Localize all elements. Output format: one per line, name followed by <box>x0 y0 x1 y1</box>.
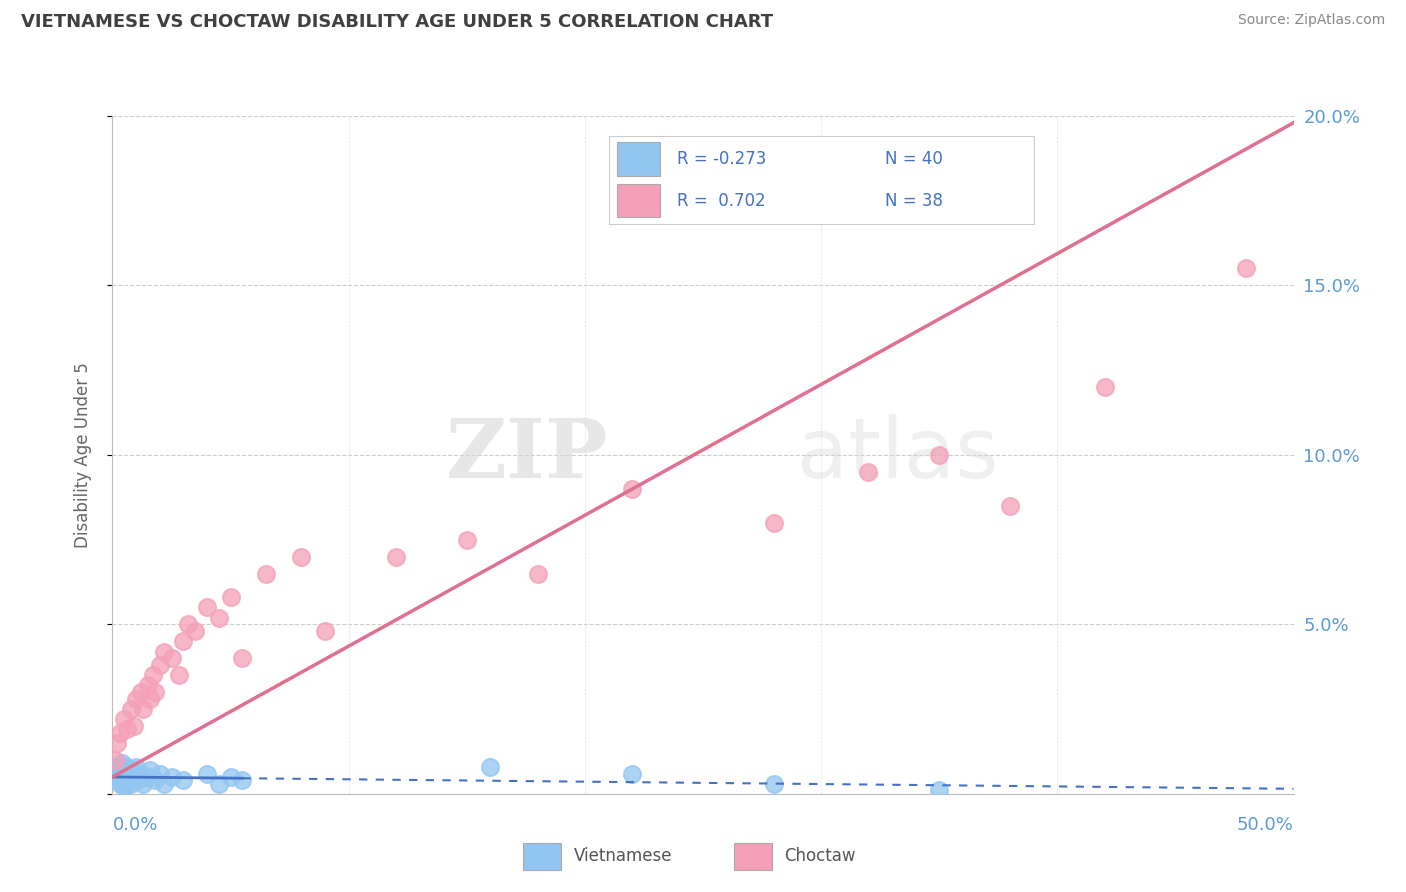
Point <box>1234 261 1257 276</box>
Point <box>112 763 135 777</box>
Point <box>314 624 336 639</box>
Point <box>149 658 172 673</box>
Point <box>177 617 200 632</box>
Point <box>208 610 231 624</box>
Point <box>125 760 148 774</box>
Point <box>120 777 142 791</box>
Point <box>219 770 242 784</box>
Point <box>136 678 159 692</box>
Text: 50.0%: 50.0% <box>1237 816 1294 834</box>
Point <box>143 773 166 788</box>
Point <box>105 773 128 788</box>
Point <box>104 770 127 784</box>
Bar <box>617 143 659 176</box>
Text: Choctaw: Choctaw <box>785 847 856 865</box>
Point <box>385 549 408 564</box>
Point <box>125 692 148 706</box>
Point <box>928 448 950 462</box>
Text: N = 38: N = 38 <box>884 192 943 210</box>
Point <box>998 499 1021 513</box>
Point <box>112 780 135 794</box>
Point <box>112 773 135 788</box>
Bar <box>617 184 659 218</box>
Point <box>231 651 253 665</box>
Point <box>115 723 138 737</box>
Point <box>108 726 131 740</box>
Point <box>122 719 145 733</box>
Text: R = -0.273: R = -0.273 <box>676 150 766 169</box>
Point <box>142 668 165 682</box>
Point <box>118 773 141 788</box>
Point <box>290 549 312 564</box>
Text: Vietnamese: Vietnamese <box>574 847 672 865</box>
Point <box>621 482 644 496</box>
Point <box>928 783 950 797</box>
Point <box>132 702 155 716</box>
Text: ZIP: ZIP <box>446 415 609 495</box>
Point <box>111 756 134 771</box>
Point <box>108 777 131 791</box>
Point <box>219 591 242 605</box>
Point <box>129 766 152 780</box>
Point <box>120 763 142 777</box>
Point <box>153 777 176 791</box>
Bar <box>523 843 561 870</box>
Point <box>195 600 218 615</box>
Point <box>115 770 138 784</box>
Point <box>526 566 548 581</box>
Point <box>136 770 159 784</box>
Point <box>108 766 131 780</box>
Point <box>112 712 135 726</box>
Point <box>184 624 207 639</box>
Point <box>115 760 138 774</box>
Point <box>1094 380 1116 394</box>
Point <box>122 766 145 780</box>
Point <box>160 651 183 665</box>
Text: VIETNAMESE VS CHOCTAW DISABILITY AGE UNDER 5 CORRELATION CHART: VIETNAMESE VS CHOCTAW DISABILITY AGE UND… <box>21 13 773 31</box>
Y-axis label: Disability Age Under 5: Disability Age Under 5 <box>73 362 91 548</box>
Point <box>118 766 141 780</box>
Point <box>208 777 231 791</box>
Point <box>621 766 644 780</box>
Point <box>479 760 502 774</box>
Point <box>105 763 128 777</box>
Point <box>111 770 134 784</box>
Point <box>120 702 142 716</box>
Point <box>195 766 218 780</box>
Point <box>129 685 152 699</box>
Point <box>132 777 155 791</box>
Text: 0.0%: 0.0% <box>112 816 157 834</box>
Point <box>153 644 176 658</box>
Point <box>139 763 162 777</box>
Point <box>172 773 194 788</box>
Point <box>127 773 149 788</box>
Text: N = 40: N = 40 <box>884 150 943 169</box>
Point <box>122 773 145 788</box>
Bar <box>734 843 772 870</box>
Point <box>104 760 127 774</box>
Point <box>231 773 253 788</box>
Text: R =  0.702: R = 0.702 <box>676 192 765 210</box>
Point <box>160 770 183 784</box>
Point <box>104 753 127 767</box>
Point <box>125 770 148 784</box>
Point <box>167 668 190 682</box>
Point <box>254 566 277 581</box>
Point <box>115 777 138 791</box>
Point <box>143 685 166 699</box>
Point <box>105 736 128 750</box>
Point <box>762 516 785 530</box>
Point <box>149 766 172 780</box>
Point <box>456 533 478 547</box>
Text: atlas: atlas <box>797 415 1000 495</box>
Text: Source: ZipAtlas.com: Source: ZipAtlas.com <box>1237 13 1385 28</box>
Point <box>762 777 785 791</box>
Point <box>172 634 194 648</box>
Point <box>858 465 880 479</box>
Point <box>139 692 162 706</box>
